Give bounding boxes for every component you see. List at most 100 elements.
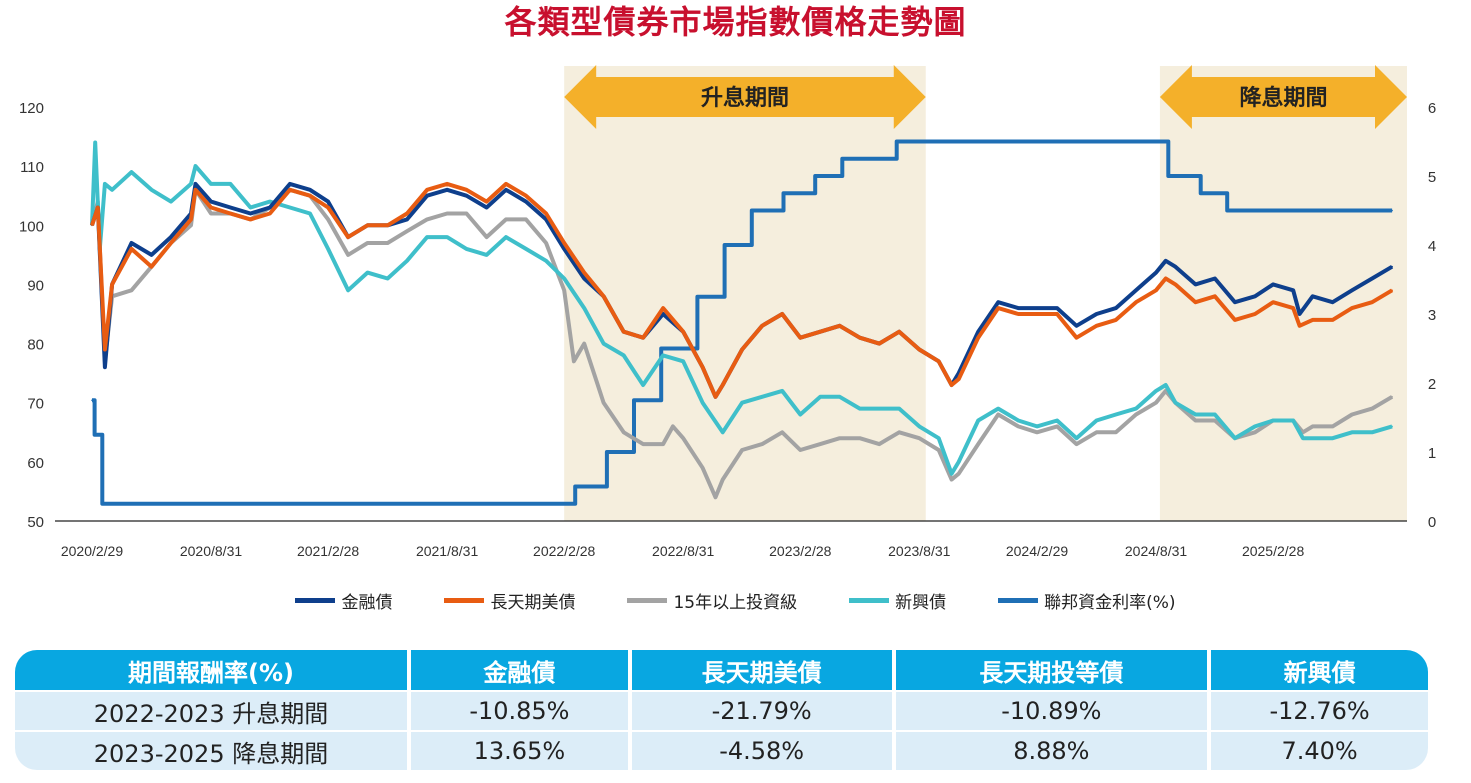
y-left-tick-label: 100 xyxy=(19,218,44,235)
data-point xyxy=(1214,295,1216,298)
x-tick-label: 2021/8/31 xyxy=(416,543,478,559)
data-point xyxy=(950,472,953,475)
data-point xyxy=(1298,325,1301,327)
data-point xyxy=(104,183,106,185)
data-point xyxy=(622,431,625,434)
x-tick-label: 2020/2/29 xyxy=(61,543,123,559)
data-point xyxy=(1017,419,1020,422)
data-point xyxy=(190,218,192,221)
data-point xyxy=(642,336,644,339)
data-point xyxy=(977,419,979,422)
double-arrow-icon xyxy=(564,65,926,129)
data-point xyxy=(1371,277,1373,280)
data-point xyxy=(194,189,197,191)
data-point xyxy=(386,277,389,280)
data-point xyxy=(406,212,408,215)
data-point xyxy=(819,330,822,333)
data-point xyxy=(662,313,664,315)
y-left-tick-label: 70 xyxy=(27,396,44,413)
data-point xyxy=(997,413,1000,416)
data-point xyxy=(937,360,940,363)
data-point xyxy=(1174,265,1177,268)
table-cell: 7.40% xyxy=(1211,730,1428,770)
data-point xyxy=(1194,283,1197,286)
data-point xyxy=(660,347,663,350)
data-point xyxy=(606,451,608,453)
data-point xyxy=(1115,431,1117,434)
data-point xyxy=(91,224,93,227)
data-point xyxy=(574,485,576,488)
y-left-tick-label: 80 xyxy=(27,337,44,354)
y-right-tick-label: 3 xyxy=(1428,307,1436,324)
data-point xyxy=(289,183,291,185)
data-point xyxy=(814,175,816,177)
data-point xyxy=(957,378,960,380)
data-point xyxy=(662,443,664,445)
data-point xyxy=(1371,431,1373,434)
data-point xyxy=(701,466,704,469)
data-point xyxy=(898,330,901,333)
data-point xyxy=(505,218,507,221)
data-point xyxy=(1194,419,1197,422)
y-right-tick-label: 6 xyxy=(1428,100,1436,117)
series-line xyxy=(92,139,1393,506)
data-point xyxy=(269,206,271,209)
table-header: 長天期美債 xyxy=(631,650,892,690)
table-row: 2023-2025 降息期間 13.65% -4.58% 8.88% 7.40% xyxy=(15,730,1428,770)
y-left-tick-label: 120 xyxy=(19,100,44,117)
data-point xyxy=(229,206,232,209)
data-point xyxy=(997,301,1000,303)
data-point xyxy=(633,399,635,402)
data-point xyxy=(210,206,212,209)
data-point xyxy=(696,295,699,298)
data-point xyxy=(672,425,674,428)
data-point xyxy=(602,401,605,404)
data-point xyxy=(1371,407,1373,410)
data-point xyxy=(309,212,311,215)
data-point xyxy=(563,248,565,250)
x-tick-label: 2020/8/31 xyxy=(180,543,242,559)
data-point xyxy=(1075,437,1078,440)
x-tick-label: 2023/2/28 xyxy=(769,543,831,559)
data-point xyxy=(1017,307,1020,309)
data-point xyxy=(838,396,841,398)
data-point xyxy=(1017,425,1020,428)
data-point xyxy=(1234,319,1236,321)
data-point xyxy=(1095,419,1098,422)
data-point xyxy=(1155,401,1157,404)
series-line xyxy=(90,140,1393,476)
data-point xyxy=(170,236,172,238)
y-right-tick-label: 1 xyxy=(1428,445,1436,462)
table-row: 2022-2023 升息期間 -10.85% -21.79% -10.89% -… xyxy=(15,690,1428,730)
data-point xyxy=(485,200,488,203)
data-point xyxy=(1194,301,1197,303)
data-point xyxy=(583,342,586,345)
data-point xyxy=(1272,301,1274,303)
x-tick-label: 2025/2/28 xyxy=(1242,543,1304,559)
data-point xyxy=(1331,319,1334,321)
data-point xyxy=(918,425,921,428)
data-point xyxy=(1056,425,1058,428)
data-point xyxy=(150,265,153,268)
data-point xyxy=(1311,437,1314,440)
data-point xyxy=(750,209,753,212)
table-cell: -21.79% xyxy=(631,690,892,730)
data-point xyxy=(249,212,252,215)
data-point xyxy=(104,348,106,351)
data-point xyxy=(505,183,507,185)
data-point xyxy=(799,336,802,339)
data-point xyxy=(622,330,625,333)
data-point xyxy=(525,218,527,221)
table-header-row: 期間報酬率(%) 金融債 長天期美債 長天期投等債 新興債 xyxy=(15,650,1428,690)
data-point xyxy=(895,140,898,143)
data-point xyxy=(101,502,104,505)
data-point xyxy=(761,396,763,398)
data-point xyxy=(1164,259,1167,262)
legend-label: 新興債 xyxy=(895,593,947,613)
data-point xyxy=(1155,289,1157,292)
legend-swatch xyxy=(998,598,1039,603)
data-point xyxy=(583,271,586,274)
data-point xyxy=(761,443,763,445)
data-point xyxy=(1351,413,1353,416)
data-point xyxy=(1226,209,1228,212)
